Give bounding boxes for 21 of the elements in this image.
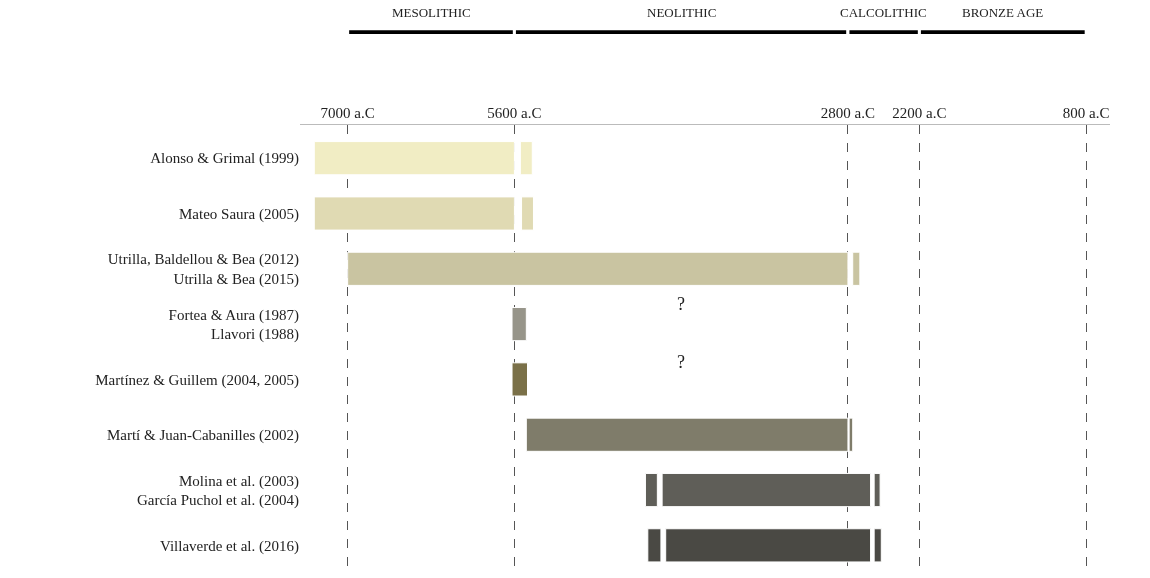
y-tick-label: Fortea & Aura (1987) Llavori (1988) [168, 306, 299, 344]
text: NEOLITHIC [647, 5, 717, 20]
x-tick-label: 2200 a.C [892, 105, 947, 121]
y-tick-label: Mateo Saura (2005) [179, 205, 299, 223]
x-tick-label: 2800 a.C [820, 105, 876, 121]
bar [511, 362, 529, 397]
x-tick-label: 7000 a.C [320, 105, 375, 121]
annotation: ? [677, 294, 685, 314]
annotation: ? [677, 352, 685, 372]
text: BRONZE AGE [962, 5, 1044, 20]
text: MESOLITHIC [392, 5, 471, 20]
y-tick-label: Villaverde et al. (2016) [159, 537, 299, 555]
text: CALCOLITHIC [840, 5, 927, 20]
y-tick-label: Martí & Juan-Cabanilles (2002) [106, 426, 299, 444]
y-tick-label: Martínez & Guillem (2004, 2005) [95, 371, 299, 389]
bar [511, 307, 527, 342]
y-tick-label: Alonso & Grimal (1999) [150, 150, 299, 168]
x-tick-label: 5600 a.C [487, 105, 542, 121]
x-tick-label: 800 a.C [1062, 105, 1110, 121]
y-tick-label: Utrilla, Baldellou & Bea (2012) Utrilla & Bea (2015) [107, 251, 299, 288]
y-tick-label: Molina et al. (2003) García Puchol et al. (2004) [136, 472, 299, 510]
